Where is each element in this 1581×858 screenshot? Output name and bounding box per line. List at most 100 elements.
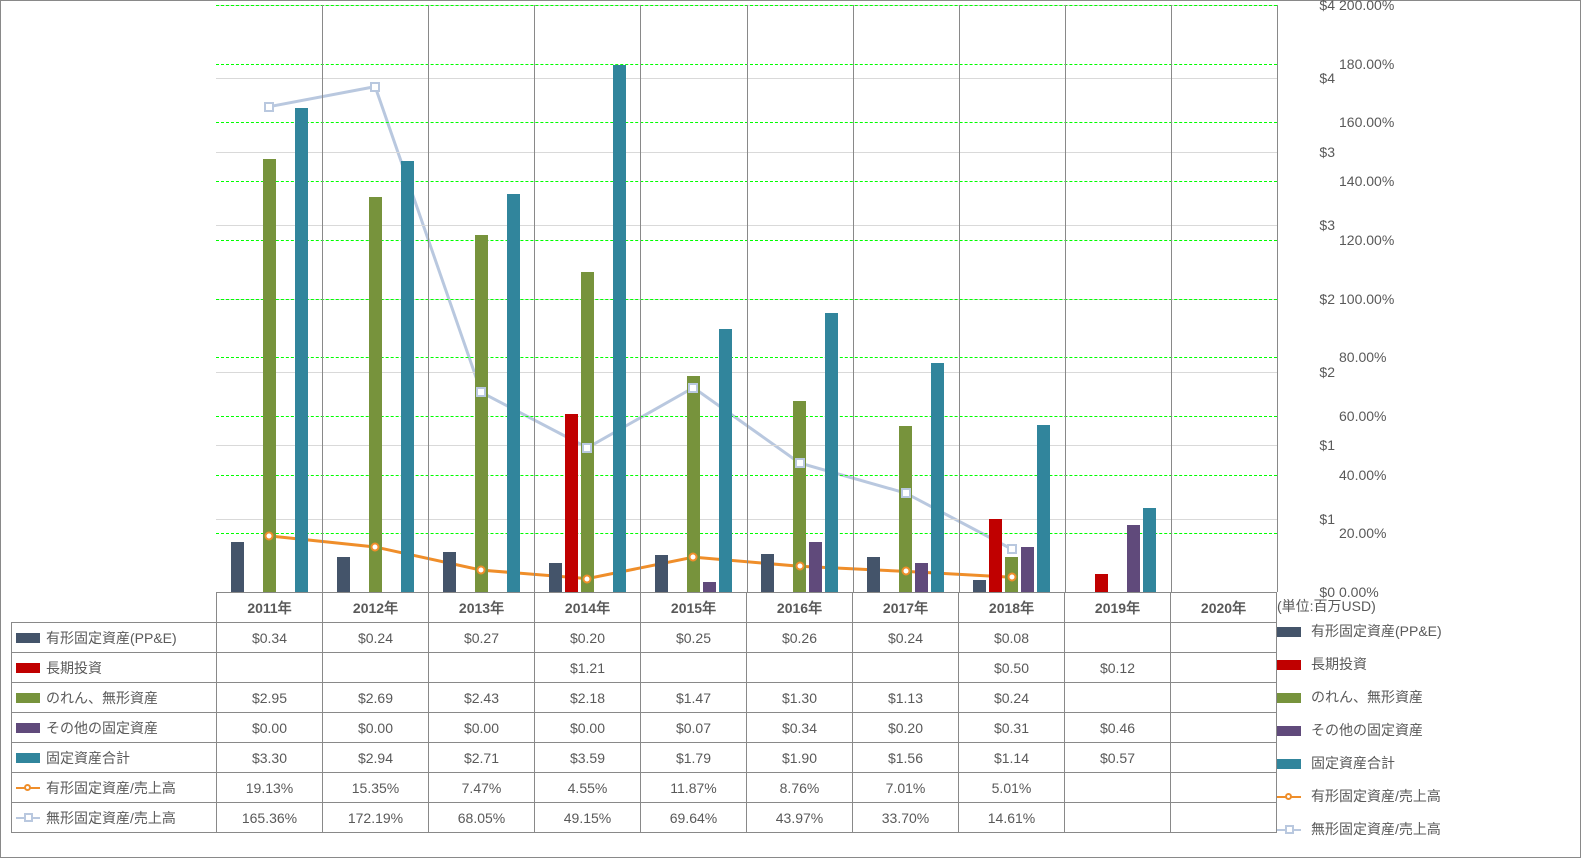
table-cell <box>1171 743 1277 773</box>
y-tick-usd: $3 <box>1275 144 1335 160</box>
table-cell: $1.90 <box>747 743 853 773</box>
marker-intang_sales <box>370 82 380 92</box>
table-cell: 49.15% <box>535 803 641 833</box>
legend-swatch-ppe <box>1277 627 1301 637</box>
table-cell: $0.24 <box>853 623 959 653</box>
table-header-row: 2011年2012年2013年2014年2015年2016年2017年2018年… <box>12 593 1277 623</box>
bar-intang <box>369 197 382 592</box>
y-tick-pct: 80.00% <box>1339 349 1419 365</box>
y-tick-pct: 20.00% <box>1339 525 1419 541</box>
y-tick-usd: $2 <box>1275 291 1335 307</box>
table-col-header: 2013年 <box>429 593 535 623</box>
bar-otherfa <box>809 542 822 592</box>
table-cell: 172.19% <box>323 803 429 833</box>
legend-label: 固定資産合計 <box>1311 755 1395 771</box>
table-cell: $0.57 <box>1065 743 1171 773</box>
table-cell: 11.87% <box>641 773 747 803</box>
table-cell <box>323 653 429 683</box>
table-cell: $0.00 <box>429 713 535 743</box>
table-cell: $1.13 <box>853 683 959 713</box>
y-tick-pct: 180.00% <box>1339 56 1419 72</box>
bar-ppe <box>443 552 456 592</box>
swatch-ltinv <box>16 663 40 673</box>
bar-otherfa <box>915 563 928 592</box>
y-tick-pct: 160.00% <box>1339 114 1419 130</box>
bar-totalfa <box>295 108 308 592</box>
legend-swatch-ppe_sales <box>1277 796 1301 798</box>
table-cell <box>1171 683 1277 713</box>
table-cell: $0.46 <box>1065 713 1171 743</box>
table-cell: 19.13% <box>217 773 323 803</box>
y-tick-usd: $1 <box>1275 511 1335 527</box>
bar-totalfa <box>825 313 838 592</box>
table-row: 有形固定資産(PP&E)$0.34$0.24$0.27$0.20$0.25$0.… <box>12 623 1277 653</box>
table-cell: $0.24 <box>959 683 1065 713</box>
bar-ppe <box>231 542 244 592</box>
table-col-header: 2014年 <box>535 593 641 623</box>
bar-ltinv <box>565 414 578 592</box>
table-cell: $0.20 <box>853 713 959 743</box>
bar-totalfa <box>1037 425 1050 592</box>
table-cell: 43.97% <box>747 803 853 833</box>
bar-ppe <box>549 563 562 592</box>
row-label: 無形固定資産/売上高 <box>46 810 176 826</box>
table-cell: 4.55% <box>535 773 641 803</box>
table-cell: $0.07 <box>641 713 747 743</box>
table-cell: $1.30 <box>747 683 853 713</box>
table-cell: 165.36% <box>217 803 323 833</box>
table-cell: 5.01% <box>959 773 1065 803</box>
y-axis-right-pct: 0.00%20.00%40.00%60.00%80.00%100.00%120.… <box>1337 5 1427 592</box>
swatch-otherfa <box>16 723 40 733</box>
y-tick-usd: $3 <box>1275 217 1335 233</box>
marker-ppe_sales <box>901 567 910 576</box>
legend-item: 無形固定資産/売上高 <box>1277 813 1577 846</box>
swatch-intang_sales <box>16 817 40 819</box>
y-tick-usd: $4 <box>1275 0 1335 13</box>
y-axis-left-usd: $0$1$1$2$2$3$3$4$4 <box>1277 5 1337 592</box>
bar-intang <box>581 272 594 592</box>
y-tick-pct: 140.00% <box>1339 173 1419 189</box>
marker-intang_sales <box>901 488 911 498</box>
marker-ppe_sales <box>583 574 592 583</box>
legend-label: のれん、無形資産 <box>1311 689 1423 705</box>
marker-intang_sales <box>1007 544 1017 554</box>
chart-legend: 有形固定資産(PP&E)長期投資のれん、無形資産その他の固定資産固定資産合計有形… <box>1277 615 1577 846</box>
table-cell: $0.25 <box>641 623 747 653</box>
table-cell: 14.61% <box>959 803 1065 833</box>
table-cell: $3.59 <box>535 743 641 773</box>
table-cell: 7.47% <box>429 773 535 803</box>
table-cell: 68.05% <box>429 803 535 833</box>
legend-item: 有形固定資産/売上高 <box>1277 780 1577 813</box>
legend-item: のれん、無形資産 <box>1277 681 1577 714</box>
y-tick-pct: 100.00% <box>1339 291 1419 307</box>
table-cell: 69.64% <box>641 803 747 833</box>
table-cell <box>217 653 323 683</box>
table-cell <box>1171 773 1277 803</box>
table-cell: $1.21 <box>535 653 641 683</box>
table-cell <box>1171 713 1277 743</box>
row-label: のれん、無形資産 <box>46 690 158 706</box>
legend-item: その他の固定資産 <box>1277 714 1577 747</box>
marker-ppe_sales <box>371 542 380 551</box>
legend-item: 有形固定資産(PP&E) <box>1277 615 1577 648</box>
swatch-ppe_sales <box>16 787 40 789</box>
table-cell: $0.12 <box>1065 653 1171 683</box>
table-col-header: 2017年 <box>853 593 959 623</box>
table-cell: 7.01% <box>853 773 959 803</box>
row-label: 有形固定資産/売上高 <box>46 780 176 796</box>
table-cell: $1.47 <box>641 683 747 713</box>
table-col-header: 2018年 <box>959 593 1065 623</box>
table-row: 有形固定資産/売上高19.13%15.35%7.47%4.55%11.87%8.… <box>12 773 1277 803</box>
bar-ltinv <box>1095 574 1108 592</box>
bar-ltinv <box>989 519 1002 592</box>
legend-label: 有形固定資産(PP&E) <box>1311 623 1442 639</box>
table-cell: $1.56 <box>853 743 959 773</box>
bar-totalfa <box>1143 508 1156 592</box>
legend-swatch-intang <box>1277 693 1301 703</box>
table-col-header: 2016年 <box>747 593 853 623</box>
table-row: 無形固定資産/売上高 165.36%172.19%68.05%49.15%69.6… <box>12 803 1277 833</box>
marker-intang_sales <box>264 102 274 112</box>
bar-totalfa <box>931 363 944 592</box>
table-cell: $0.27 <box>429 623 535 653</box>
bar-totalfa <box>719 329 732 592</box>
